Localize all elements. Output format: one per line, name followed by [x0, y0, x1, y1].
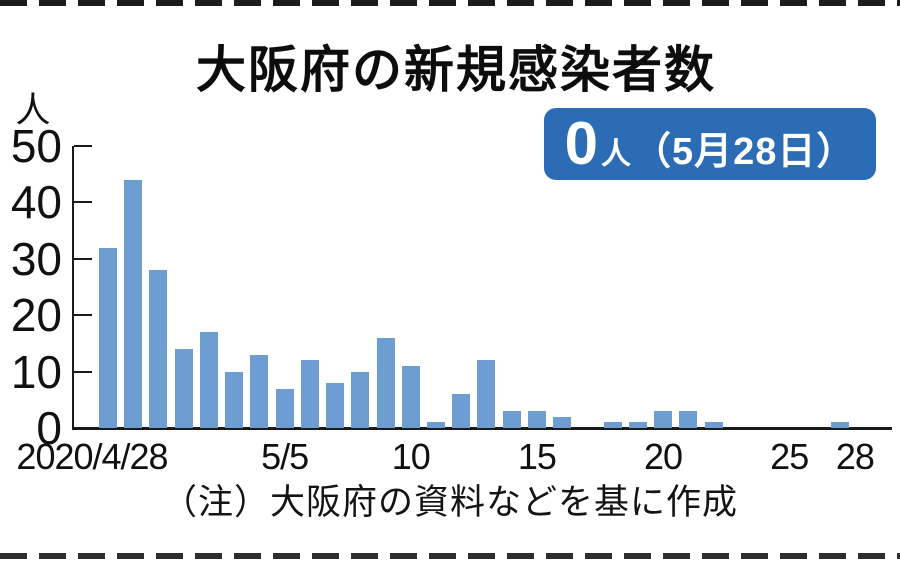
bar-5-22	[704, 422, 723, 428]
bar-5-27	[830, 422, 849, 428]
bar-5-18	[603, 422, 622, 428]
y-tick-label: 30	[10, 232, 62, 285]
bar-5-10	[401, 365, 420, 428]
bar-5-14	[502, 411, 521, 428]
x-tick-label: 15	[517, 436, 557, 477]
bar-5-20	[654, 411, 673, 428]
bar-5-15	[527, 411, 546, 428]
latest-count-badge: 0 人 （5月28日）	[544, 108, 876, 180]
source-note: （注）大阪府の資料などを基に作成	[161, 483, 738, 522]
y-tick-label: 20	[10, 289, 62, 342]
bar-5-19	[628, 422, 647, 428]
x-axis-baseline	[72, 427, 892, 430]
bar-5-8	[351, 371, 370, 428]
y-axis-line	[72, 146, 74, 430]
x-tick-label: 10	[391, 436, 431, 477]
bar-5-21	[679, 411, 698, 428]
x-tick-label: 28	[835, 436, 875, 477]
bar-5-3	[225, 371, 244, 428]
bar-2020-4-28	[99, 247, 117, 428]
top-dashed-border	[0, 0, 900, 6]
bar-5-7	[326, 382, 345, 428]
y-tick-label: 0	[36, 402, 62, 454]
bar-4-29	[124, 179, 143, 428]
x-tick-label: 20	[644, 436, 683, 477]
y-tick-label: 10	[10, 345, 62, 398]
y-tick-label: 50	[10, 120, 62, 172]
bar-5-5	[275, 388, 294, 428]
bottom-dashed-border	[0, 553, 900, 559]
y-tick	[74, 370, 92, 373]
bar-4-30	[149, 270, 168, 428]
bar-5-4	[250, 354, 269, 428]
y-tick	[74, 257, 92, 260]
bar-5-2	[199, 332, 218, 428]
badge-value: 0	[564, 110, 598, 177]
y-tick	[74, 314, 92, 317]
badge-date: （5月28日）	[632, 130, 856, 173]
page-title: 大阪府の新規感染者数	[196, 42, 716, 98]
x-tick-label: 5/5	[261, 436, 309, 477]
bar-5-1	[174, 349, 193, 428]
bar-5-6	[300, 360, 319, 428]
y-axis-unit-label: 人	[15, 91, 51, 130]
x-tick-label: 25	[770, 436, 809, 477]
y-tick	[74, 145, 92, 147]
bar-5-9	[376, 337, 395, 428]
bar-5-12	[452, 394, 471, 428]
bar-5-16	[553, 416, 572, 428]
bar-5-11	[426, 422, 445, 428]
y-tick	[74, 201, 92, 204]
y-tick	[74, 427, 92, 429]
y-tick-label: 40	[10, 176, 62, 229]
x-tick-label: 2020/4/28	[16, 436, 168, 477]
bar-5-13	[477, 360, 496, 428]
badge-unit: 人	[600, 138, 631, 171]
